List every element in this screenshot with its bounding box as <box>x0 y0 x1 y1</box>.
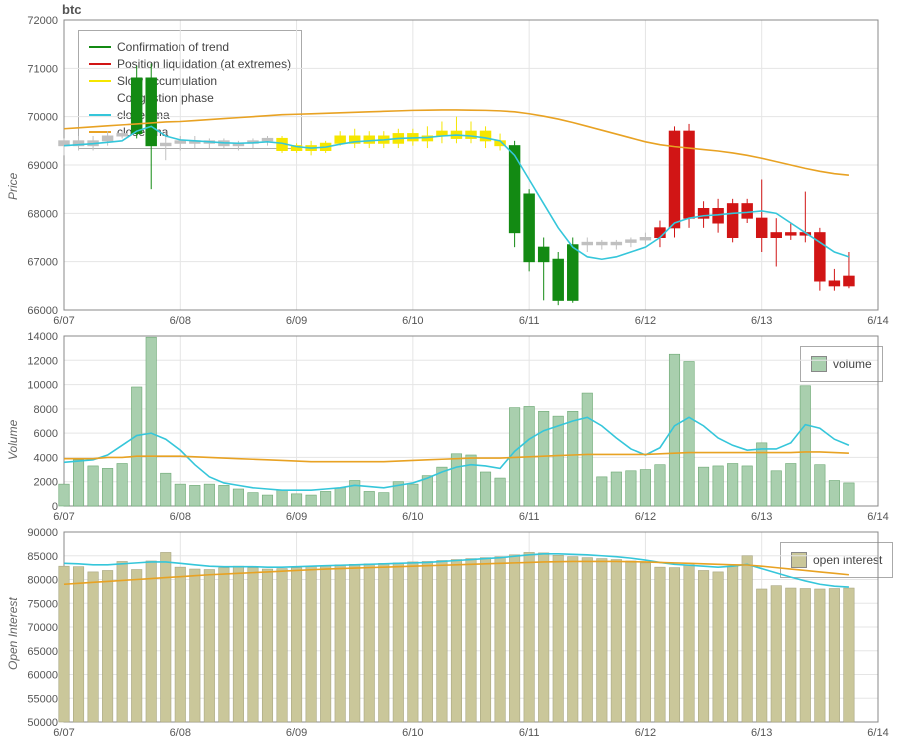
svg-text:6/08: 6/08 <box>170 511 191 523</box>
svg-text:71000: 71000 <box>27 63 58 75</box>
svg-text:85000: 85000 <box>27 551 58 563</box>
svg-text:70000: 70000 <box>27 622 58 634</box>
svg-text:6/07: 6/07 <box>53 315 74 327</box>
svg-text:6/09: 6/09 <box>286 315 307 327</box>
svg-text:6/10: 6/10 <box>402 315 423 327</box>
svg-text:72000: 72000 <box>27 15 58 27</box>
svg-text:6/14: 6/14 <box>867 511 888 523</box>
svg-text:6/13: 6/13 <box>751 315 772 327</box>
svg-text:6/14: 6/14 <box>867 315 888 327</box>
svg-text:70000: 70000 <box>27 112 58 124</box>
svg-text:6/08: 6/08 <box>170 727 191 739</box>
svg-text:6/13: 6/13 <box>751 511 772 523</box>
svg-text:2000: 2000 <box>34 477 58 489</box>
svg-text:6/09: 6/09 <box>286 727 307 739</box>
svg-text:65000: 65000 <box>27 646 58 658</box>
svg-text:6/13: 6/13 <box>751 727 772 739</box>
svg-text:6/12: 6/12 <box>635 511 656 523</box>
chart-svg: 660006700068000690007000071000720006/076… <box>0 0 900 750</box>
svg-text:68000: 68000 <box>27 208 58 220</box>
svg-text:6/12: 6/12 <box>635 315 656 327</box>
svg-text:60000: 60000 <box>27 670 58 682</box>
svg-text:6/08: 6/08 <box>170 315 191 327</box>
svg-text:6/11: 6/11 <box>519 727 540 739</box>
svg-text:6/09: 6/09 <box>286 511 307 523</box>
svg-text:67000: 67000 <box>27 257 58 269</box>
svg-text:6/11: 6/11 <box>519 511 540 523</box>
svg-text:14000: 14000 <box>27 331 58 343</box>
svg-text:6/11: 6/11 <box>519 315 540 327</box>
svg-text:6000: 6000 <box>34 428 58 440</box>
svg-text:10000: 10000 <box>27 380 58 392</box>
svg-text:6/14: 6/14 <box>867 727 888 739</box>
svg-text:6/12: 6/12 <box>635 727 656 739</box>
svg-text:6/10: 6/10 <box>402 727 423 739</box>
svg-text:69000: 69000 <box>27 160 58 172</box>
svg-text:55000: 55000 <box>27 693 58 705</box>
svg-text:12000: 12000 <box>27 355 58 367</box>
svg-text:80000: 80000 <box>27 575 58 587</box>
svg-text:75000: 75000 <box>27 598 58 610</box>
svg-text:4000: 4000 <box>34 452 58 464</box>
svg-text:90000: 90000 <box>27 527 58 539</box>
svg-text:6/07: 6/07 <box>53 511 74 523</box>
svg-text:6/07: 6/07 <box>53 727 74 739</box>
svg-text:8000: 8000 <box>34 404 58 416</box>
svg-text:6/10: 6/10 <box>402 511 423 523</box>
